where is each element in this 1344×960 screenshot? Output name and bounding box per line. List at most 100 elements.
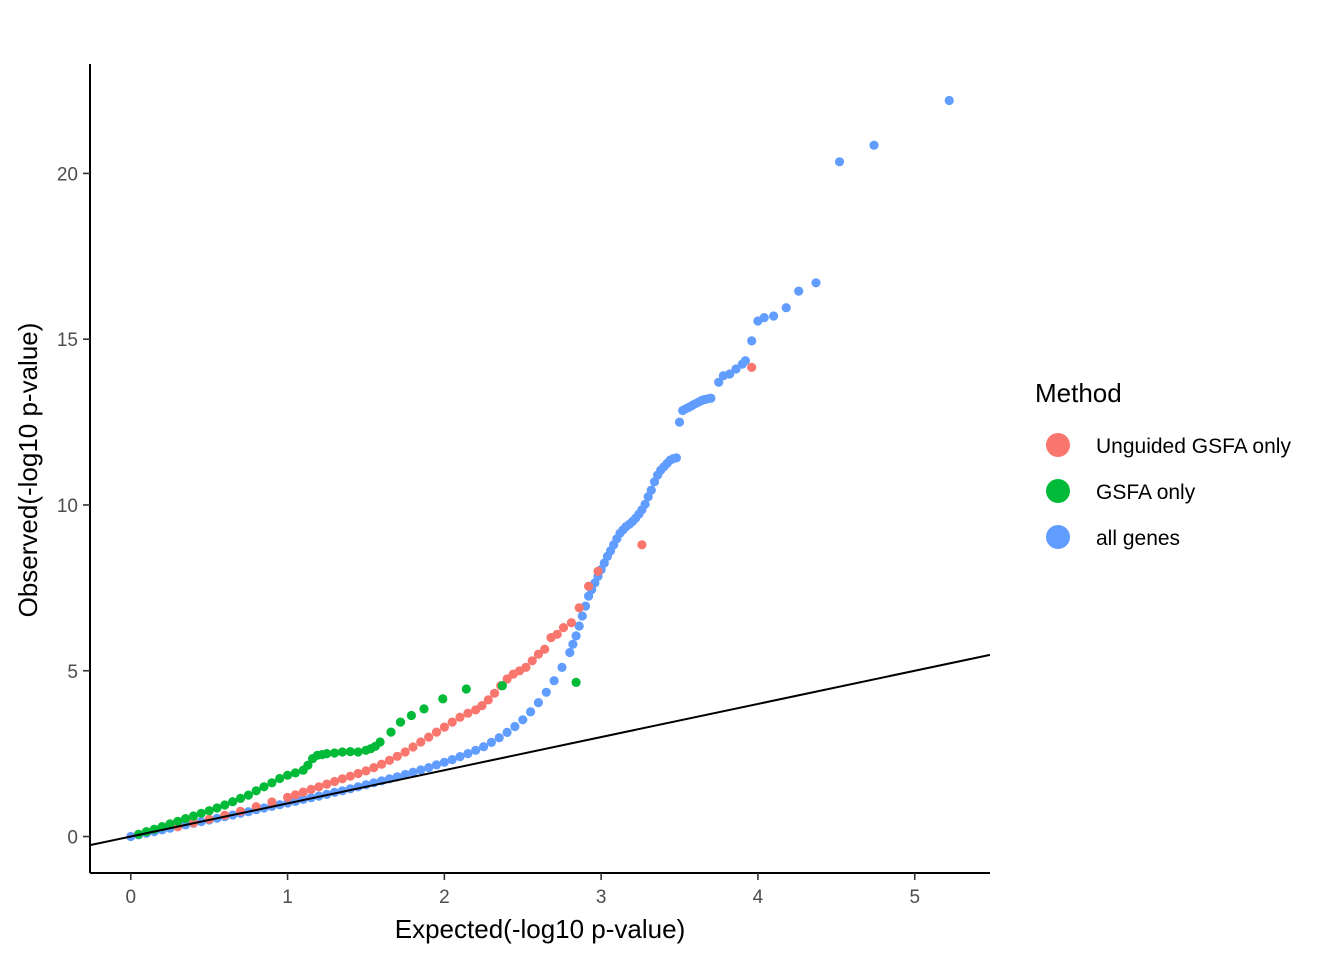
- data-point: [431, 727, 442, 737]
- x-tick-label: 1: [282, 887, 293, 908]
- data-point: [577, 611, 587, 621]
- data-point: [408, 742, 418, 752]
- data-point: [494, 733, 504, 743]
- data-point: [330, 776, 340, 787]
- data-point: [306, 784, 316, 795]
- data-point: [497, 681, 507, 691]
- data-point: [188, 811, 199, 821]
- data-point: [392, 751, 402, 761]
- data-point: [811, 278, 821, 288]
- data-point: [386, 727, 396, 737]
- data-point: [541, 687, 551, 697]
- data-point: [479, 742, 489, 752]
- data-point: [243, 790, 253, 800]
- x-tick-label: 5: [909, 887, 920, 908]
- data-point: [781, 303, 791, 313]
- data-point: [220, 800, 230, 810]
- legend-key: [1046, 479, 1070, 503]
- data-point: [204, 806, 214, 816]
- data-point: [322, 779, 332, 789]
- data-point: [298, 787, 308, 797]
- x-tick-label: 2: [439, 887, 450, 908]
- data-point: [283, 792, 293, 803]
- data-point: [944, 95, 954, 106]
- legend-label: GSFA only: [1096, 481, 1196, 504]
- data-point: [640, 499, 650, 509]
- data-point: [568, 639, 578, 649]
- data-point: [165, 819, 175, 829]
- data-point: [674, 417, 685, 427]
- data-point: [455, 712, 465, 722]
- legend-label: all genes: [1096, 527, 1180, 550]
- data-point: [731, 364, 741, 374]
- data-point: [461, 684, 471, 694]
- data-point: [747, 362, 757, 372]
- data-point: [557, 662, 567, 673]
- data-point: [395, 717, 406, 727]
- x-axis-title: Expected(-log10 p-value): [395, 914, 686, 944]
- data-point: [571, 677, 581, 688]
- data-point: [173, 816, 183, 826]
- data-point: [267, 797, 277, 807]
- legend: Method Unguided GSFA only GSFA only all ge…: [1035, 378, 1291, 550]
- legend-key: [1046, 433, 1070, 457]
- data-point: [489, 688, 500, 698]
- x-tick-label: 3: [596, 887, 607, 908]
- data-point: [424, 732, 434, 742]
- data-point: [527, 656, 537, 666]
- data-point: [361, 766, 371, 776]
- data-point: [794, 286, 804, 296]
- data-point: [314, 782, 324, 792]
- data-point: [416, 765, 426, 775]
- x-tick-label: 4: [753, 887, 764, 908]
- data-point: [369, 763, 379, 773]
- series-gsfa-only: [134, 677, 581, 839]
- data-point: [565, 647, 575, 658]
- y-tick-label: 0: [67, 828, 78, 849]
- data-point: [533, 649, 544, 659]
- y-tick-label: 5: [67, 662, 78, 683]
- data-point: [322, 749, 332, 759]
- data-point: [196, 808, 206, 818]
- data-point: [574, 603, 584, 613]
- y-tick-label: 10: [57, 496, 78, 517]
- data-point: [574, 621, 584, 631]
- data-point: [439, 722, 449, 732]
- data-point: [558, 623, 569, 633]
- data-point: [438, 694, 448, 704]
- data-point: [725, 369, 735, 379]
- data-point: [483, 695, 493, 705]
- data-point: [431, 760, 442, 770]
- legend-title: Method: [1035, 378, 1122, 408]
- data-point: [375, 737, 385, 747]
- data-point: [416, 737, 426, 747]
- data-point: [275, 773, 285, 784]
- data-point: [330, 748, 340, 758]
- data-point: [447, 717, 457, 727]
- data-point: [521, 662, 531, 673]
- data-point: [345, 771, 355, 781]
- data-point: [384, 755, 395, 765]
- data-point: [290, 768, 300, 778]
- data-point: [303, 760, 313, 770]
- data-point: [740, 356, 751, 366]
- data-point: [212, 803, 222, 813]
- data-point: [345, 747, 355, 757]
- data-point: [759, 313, 769, 323]
- data-point: [486, 737, 496, 748]
- data-point: [283, 770, 293, 780]
- data-point: [671, 453, 682, 463]
- data-point: [447, 755, 457, 765]
- data-point: [419, 704, 429, 714]
- legend-label: Unguided GSFA only: [1096, 435, 1291, 458]
- data-point: [337, 747, 347, 757]
- series-all-genes: [126, 95, 954, 842]
- data-point: [526, 707, 536, 717]
- data-point: [353, 768, 363, 779]
- data-point: [646, 485, 656, 495]
- y-tick-label: 20: [57, 164, 78, 185]
- data-point: [533, 698, 544, 708]
- data-point: [337, 774, 347, 784]
- plot-marks: [89, 95, 991, 847]
